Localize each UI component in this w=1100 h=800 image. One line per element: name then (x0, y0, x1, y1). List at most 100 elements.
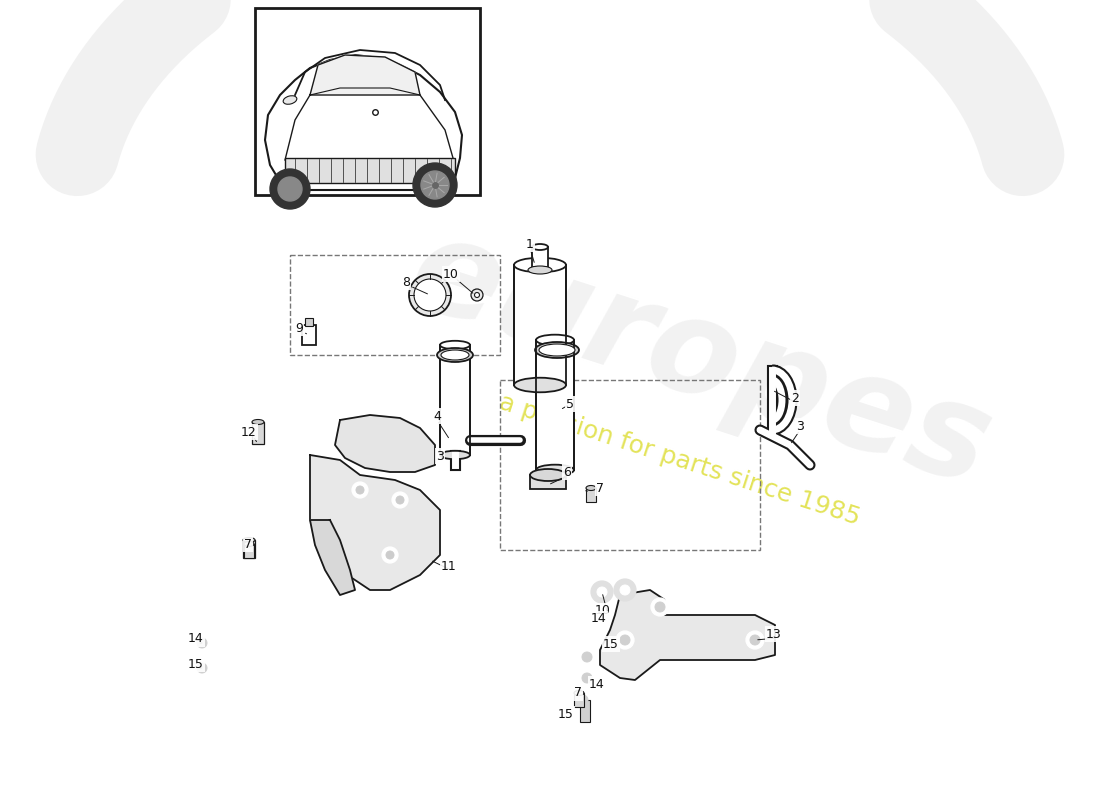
Text: europes: europes (394, 206, 1005, 514)
Circle shape (578, 695, 588, 705)
Ellipse shape (528, 266, 552, 274)
Circle shape (352, 482, 368, 498)
Circle shape (356, 486, 364, 494)
Text: 8: 8 (402, 275, 410, 289)
Ellipse shape (536, 334, 574, 346)
Circle shape (597, 587, 607, 597)
Circle shape (192, 659, 211, 677)
Ellipse shape (536, 465, 574, 475)
Bar (290, 255, 500, 355)
Ellipse shape (440, 451, 470, 459)
Text: 7: 7 (574, 686, 582, 699)
Text: 15: 15 (603, 638, 619, 650)
Ellipse shape (471, 289, 483, 301)
Circle shape (270, 169, 310, 209)
Circle shape (382, 547, 398, 563)
Ellipse shape (474, 293, 480, 298)
Polygon shape (600, 590, 775, 680)
Circle shape (197, 663, 207, 673)
Circle shape (582, 652, 592, 662)
Text: 2: 2 (791, 391, 799, 405)
Ellipse shape (409, 274, 451, 316)
Ellipse shape (283, 96, 297, 104)
Circle shape (392, 492, 408, 508)
Text: 9: 9 (295, 322, 302, 334)
Circle shape (574, 691, 592, 709)
Bar (500, 380, 760, 550)
Ellipse shape (414, 279, 446, 311)
Circle shape (620, 635, 630, 645)
Bar (536, 340, 574, 470)
Text: 10: 10 (443, 267, 459, 281)
Circle shape (654, 602, 666, 612)
Bar (586, 488, 596, 502)
Circle shape (278, 177, 303, 201)
Ellipse shape (252, 419, 264, 425)
Text: 14: 14 (188, 633, 204, 646)
Text: 4: 4 (433, 410, 441, 422)
Circle shape (192, 634, 211, 652)
Circle shape (578, 669, 596, 687)
Text: 15: 15 (188, 658, 204, 670)
Ellipse shape (539, 344, 575, 356)
Circle shape (746, 631, 764, 649)
Text: 12: 12 (241, 426, 257, 438)
Ellipse shape (574, 690, 584, 695)
Circle shape (651, 598, 669, 616)
Circle shape (421, 171, 449, 199)
Bar (574, 693, 584, 707)
Ellipse shape (514, 258, 566, 272)
Ellipse shape (532, 244, 548, 250)
Circle shape (386, 551, 394, 559)
Text: 1: 1 (526, 238, 534, 250)
Ellipse shape (530, 469, 566, 481)
Bar (305, 318, 314, 326)
Ellipse shape (440, 341, 470, 349)
Text: 15: 15 (558, 707, 574, 721)
Circle shape (396, 496, 404, 504)
Circle shape (582, 673, 592, 683)
Text: 14: 14 (591, 613, 607, 626)
Bar (532, 247, 548, 267)
Circle shape (620, 585, 630, 595)
Ellipse shape (586, 486, 596, 490)
Bar (252, 422, 264, 444)
Bar (302, 325, 316, 345)
Bar (440, 345, 470, 455)
Ellipse shape (244, 542, 254, 546)
Circle shape (616, 631, 634, 649)
Circle shape (750, 635, 760, 645)
Text: 11: 11 (441, 561, 456, 574)
Polygon shape (310, 520, 355, 595)
Ellipse shape (437, 348, 473, 362)
Polygon shape (310, 455, 440, 590)
Circle shape (591, 581, 613, 603)
Circle shape (578, 648, 596, 666)
Text: 3: 3 (796, 419, 804, 433)
Text: 14: 14 (590, 678, 605, 690)
Text: 7: 7 (244, 538, 252, 550)
Text: 5: 5 (566, 398, 574, 410)
Bar (530, 475, 566, 489)
Bar (514, 265, 566, 385)
Circle shape (614, 579, 636, 601)
Text: 6: 6 (563, 466, 571, 478)
Polygon shape (265, 55, 462, 190)
Bar (244, 544, 254, 558)
Text: 10: 10 (595, 605, 610, 618)
Text: 3: 3 (436, 450, 444, 462)
Bar (580, 700, 590, 722)
Text: 13: 13 (766, 627, 782, 641)
Circle shape (197, 638, 207, 648)
Circle shape (412, 163, 456, 207)
Ellipse shape (243, 538, 255, 542)
Bar (243, 540, 255, 558)
Ellipse shape (514, 378, 566, 392)
Bar (255, 8, 480, 195)
Ellipse shape (535, 342, 579, 358)
Text: 7: 7 (596, 482, 604, 494)
Ellipse shape (441, 350, 469, 360)
Polygon shape (310, 55, 420, 95)
Polygon shape (336, 415, 434, 472)
Bar (285, 158, 455, 183)
